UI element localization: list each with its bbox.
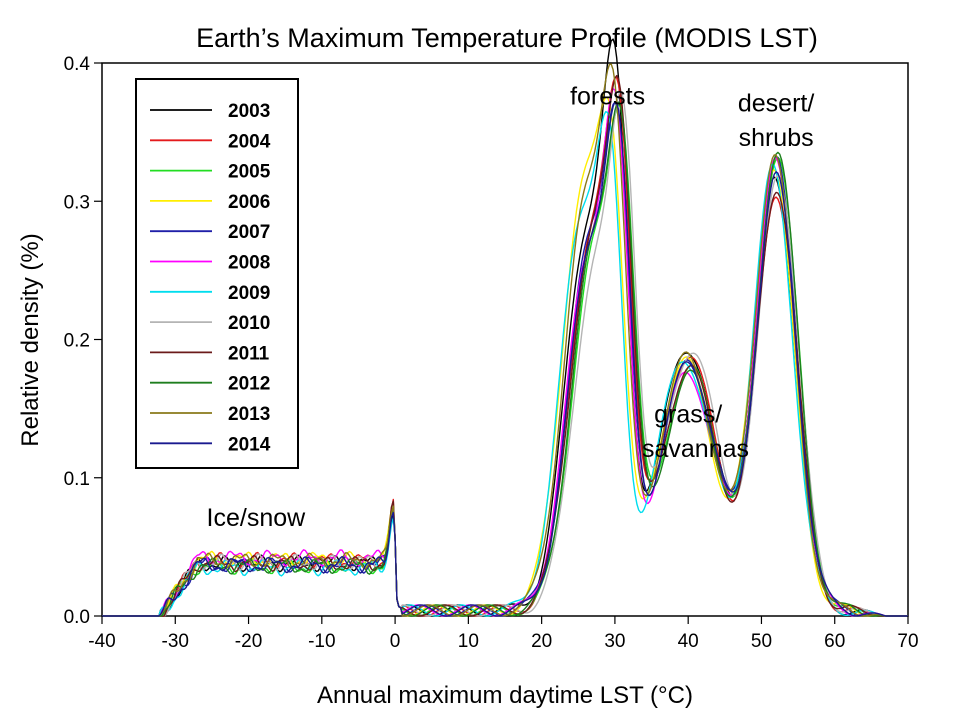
x-tick-label: -10	[308, 631, 335, 652]
x-tick-label: 30	[604, 631, 625, 652]
x-axis-label: Annual maximum daytime LST (°C)	[317, 682, 693, 709]
x-tick-label: 40	[678, 631, 699, 652]
legend-label: 2012	[228, 374, 270, 395]
legend-label: 2004	[228, 131, 271, 152]
annotation-label: savannas	[642, 435, 749, 463]
legend-label: 2014	[228, 434, 271, 455]
axis-group: -40 -30 -20 -10 0 10 20 30 40 50 60 70 0.0 0.1 0.2 0.3 0…	[64, 54, 919, 652]
x-tick-label: 20	[531, 631, 552, 652]
x-tick-label: 10	[458, 631, 479, 652]
annotation-label: grass/	[654, 400, 722, 428]
chart-title: Earth’s Maximum Temperature Profile (MOD…	[196, 23, 818, 53]
series-line-2011	[102, 74, 908, 617]
y-tick-label: 0.3	[64, 192, 90, 213]
series-line-2013	[102, 63, 908, 617]
annotation-label: forests	[570, 82, 645, 110]
series-line-2014	[102, 101, 908, 617]
legend-label: 2003	[228, 101, 270, 122]
x-tick-label: 0	[390, 631, 401, 652]
legend-box	[135, 78, 299, 469]
annotation-label: shrubs	[739, 124, 814, 152]
series-line-2005	[102, 104, 908, 617]
legend-label: 2009	[228, 283, 270, 304]
legend-label: 2011	[228, 343, 270, 364]
legend-label: 2006	[228, 192, 270, 213]
y-tick-label: 0.1	[64, 469, 90, 490]
x-tick-label: 50	[751, 631, 772, 652]
x-tick-label: 70	[897, 631, 918, 652]
x-tick-label: 60	[824, 631, 845, 652]
legend: 2003 2004 2005 2006 2007 2008 2009 2010 2011 2012…	[135, 78, 299, 469]
y-tick-label: 0.0	[64, 607, 90, 628]
annotation-label: Ice/snow	[207, 504, 307, 532]
annotation-group: Ice/snow forests desert/shrubs grass/savann…	[207, 82, 815, 532]
legend-label: 2005	[228, 162, 271, 183]
legend-label: 2007	[228, 222, 270, 243]
x-tick-label: -40	[88, 631, 115, 652]
y-axis-label: Relative density (%)	[17, 233, 44, 446]
legend-label: 2013	[228, 404, 270, 425]
annotation-label: desert/	[738, 89, 814, 117]
y-tick-label: 0.2	[64, 331, 90, 352]
y-tick-label: 0.4	[64, 54, 91, 75]
series-group	[102, 38, 908, 617]
x-tick-label: -20	[235, 631, 262, 652]
legend-label: 2010	[228, 313, 270, 334]
x-tick-label: -30	[162, 631, 189, 652]
legend-label: 2008	[228, 253, 270, 274]
